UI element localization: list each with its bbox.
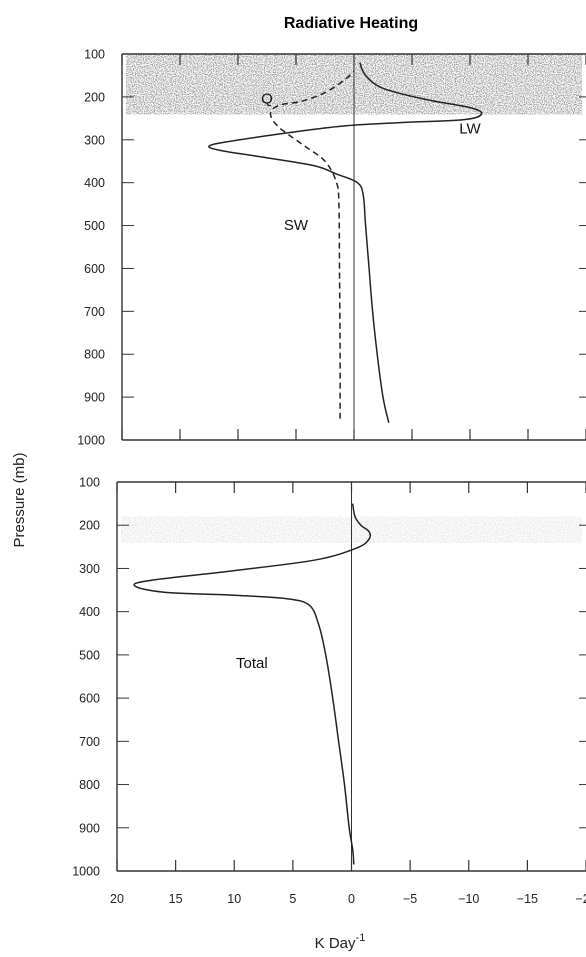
y-tick-label: 800 (79, 778, 100, 792)
y-tick-label: 700 (79, 735, 100, 749)
x-tick-label: 15 (169, 892, 183, 906)
y-tick-label: 900 (79, 821, 100, 835)
series-line-sw (269, 70, 355, 419)
y-tick-label: 200 (79, 519, 100, 533)
y-tick-label: 600 (79, 692, 100, 706)
y-tick-label: 200 (84, 90, 105, 104)
x-tick-label: −15 (517, 892, 538, 906)
y-tick-label: 700 (84, 305, 105, 319)
y-axis-label: Pressure (mb) (11, 452, 28, 547)
y-tick-label: 400 (79, 605, 100, 619)
y-tick-label: 400 (84, 176, 105, 190)
series-line-total (133, 503, 372, 865)
y-tick-label: 300 (79, 562, 100, 576)
chart-title: Radiative Heating (284, 15, 418, 32)
x-tick-label: −10 (458, 892, 479, 906)
y-tick-label: 100 (79, 476, 100, 490)
x-tick-label: −5 (403, 892, 417, 906)
y-tick-label: 500 (84, 219, 105, 233)
series-annotation: Total (236, 655, 268, 672)
x-tick-label: −20 (575, 892, 586, 906)
series-annotation: SW (284, 217, 309, 234)
y-tick-label: 500 (79, 648, 100, 662)
y-tick-label: 600 (84, 262, 105, 276)
y-tick-label: 100 (84, 48, 105, 62)
y-tick-label: 1000 (72, 865, 100, 879)
x-tick-label: 5 (289, 892, 296, 906)
series-annotation: Q (261, 90, 273, 107)
x-tick-label: 0 (348, 892, 355, 906)
x-axis-label-exponent: -1 (356, 932, 366, 944)
y-tick-label: 300 (84, 133, 105, 147)
y-tick-label: 900 (84, 391, 105, 405)
x-axis-label-main: K Day (315, 935, 356, 952)
x-axis-label: K Day-1 (315, 932, 366, 952)
top-panel: 100 200 300 400 500 600 700 800 900 1000 LW SW Q (77, 48, 586, 448)
bottom-panel: 100 200 300 400 500 600 700 800 900 1000 20 15 10 5 0 −… (72, 476, 586, 906)
x-tick-label: 20 (110, 892, 124, 906)
y-tick-label: 800 (84, 348, 105, 362)
series-line-lw (208, 62, 483, 423)
x-tick-label: 10 (227, 892, 241, 906)
y-tick-label: 1000 (77, 434, 105, 448)
series-annotation: LW (459, 120, 481, 137)
